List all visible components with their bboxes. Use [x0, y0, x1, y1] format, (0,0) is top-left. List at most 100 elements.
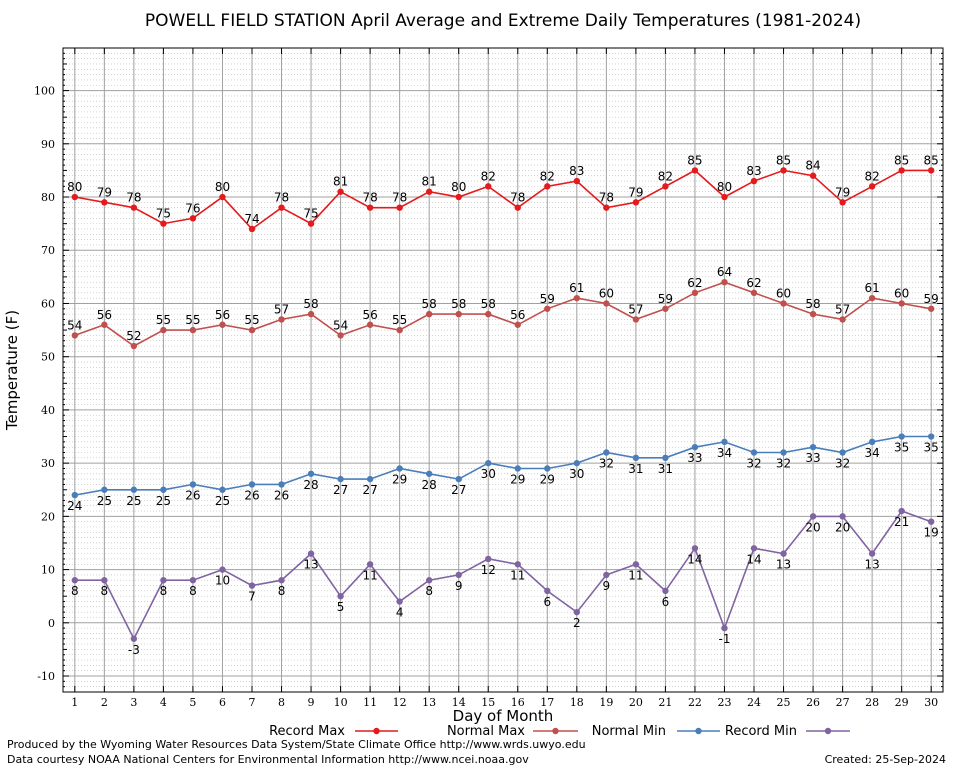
record-max-data-label: 78 — [510, 191, 525, 205]
normal-min-data-label: 32 — [599, 456, 614, 470]
normal-min-point — [898, 433, 905, 440]
record-min-point — [337, 592, 344, 600]
record-max-data-label: 84 — [805, 159, 820, 173]
normal-max-data-label: 58 — [805, 297, 820, 311]
normal-max-data-label: 57 — [835, 302, 850, 316]
normal-min-point — [485, 459, 492, 467]
record-min-data-label: -1 — [718, 632, 730, 646]
normal-max-point — [927, 305, 935, 312]
record-max-point — [248, 225, 256, 233]
normal-max-point — [455, 310, 462, 318]
record-max-data-label: 85 — [687, 153, 702, 167]
normal-min-line — [74, 435, 932, 496]
normal-min-data-label: 28 — [303, 478, 318, 492]
y-axis-label: Temperature (F) — [3, 310, 21, 431]
x-tick-label: 30 — [924, 696, 938, 709]
record-min-data-label: 12 — [481, 563, 496, 577]
normal-max-data-label: 56 — [510, 308, 525, 322]
normal-max-data-label: 57 — [628, 302, 643, 316]
record-min-data-label: 13 — [864, 558, 879, 572]
record-max-point — [544, 183, 551, 190]
normal-min-data-label: 26 — [244, 488, 259, 502]
x-tick-label: 10 — [334, 696, 348, 709]
y-tick-label: 40 — [41, 404, 55, 417]
record-min-data-label: 4 — [396, 606, 404, 620]
normal-max-point — [485, 310, 492, 318]
record-min-data-label: 21 — [894, 515, 909, 529]
normal-min-data-label: 34 — [864, 446, 879, 460]
normal-max-data-label: 56 — [215, 308, 230, 322]
normal-max-data-label: 60 — [894, 286, 909, 300]
record-min-point — [130, 635, 138, 642]
normal-min-point — [248, 481, 256, 488]
normal-max-data-label: 58 — [303, 297, 318, 311]
record-min-point — [71, 577, 79, 584]
legend-marker-normal-min — [695, 727, 702, 735]
record-max-data-label: 74 — [244, 212, 259, 226]
normal-max-point — [721, 278, 728, 286]
normal-min-point — [544, 465, 551, 472]
record-min-point — [307, 550, 315, 557]
record-min-point — [544, 587, 551, 595]
normal-max-data-label: 58 — [481, 297, 496, 311]
normal-min-point — [721, 438, 728, 446]
record-max-data-label: 78 — [362, 191, 377, 205]
normal-max-data-label: 55 — [392, 313, 407, 327]
normal-max-data-label: 59 — [924, 292, 939, 306]
normal-min-data-label: 31 — [658, 462, 673, 476]
y-tick-label: 100 — [34, 85, 55, 98]
normal-max-point — [662, 305, 669, 312]
record-max-point — [485, 183, 492, 190]
record-max-point — [160, 220, 167, 227]
record-min-point — [101, 577, 108, 584]
x-tick-label: 9 — [308, 696, 315, 709]
record-max-data-label: 83 — [746, 164, 761, 178]
record-min-point — [514, 561, 521, 568]
record-min-point — [927, 518, 935, 525]
y-tick-label: 90 — [41, 138, 55, 151]
normal-max-data-label: 56 — [97, 308, 112, 322]
normal-max-data-label: 61 — [864, 281, 879, 295]
x-tick-label: 28 — [865, 696, 879, 709]
normal-max-point — [71, 332, 79, 339]
normal-min-data-label: 25 — [97, 494, 112, 508]
footer-data-courtesy: Data courtesy NOAA National Centers for … — [7, 753, 529, 766]
normal-max-data-label: 64 — [717, 265, 732, 279]
normal-min-data-label: 27 — [451, 483, 466, 497]
record-max-point — [455, 193, 462, 201]
record-max-data-label: 78 — [274, 191, 289, 205]
normal-min-data-label: 35 — [924, 441, 939, 455]
footer-produced-by: Produced by the Wyoming Water Resources … — [7, 738, 586, 751]
record-max-point — [573, 177, 581, 185]
record-min-data-label: 11 — [628, 568, 643, 582]
normal-max-point — [544, 305, 551, 312]
record-max-data-label: 85 — [924, 153, 939, 167]
normal-min-data-label: 30 — [569, 467, 584, 481]
normal-max-data-label: 59 — [658, 292, 673, 306]
series-normal-max: 54 56 52 55 55 56 55 57 58 54 56 55 58 58 58 56 59 61 60 57… — [67, 265, 939, 350]
normal-min-point — [160, 486, 167, 493]
normal-min-point — [307, 470, 315, 477]
normal-max-data-label: 60 — [599, 286, 614, 300]
normal-min-point — [839, 449, 846, 456]
record-min-data-label: -3 — [128, 643, 140, 657]
record-max-point — [868, 183, 876, 190]
legend-label-normal-min: Normal Min — [592, 724, 666, 739]
y-tick-label: 20 — [41, 510, 55, 523]
normal-min-data-label: 29 — [510, 472, 525, 486]
x-tick-label: 20 — [629, 696, 643, 709]
normal-max-point — [632, 316, 640, 323]
normal-min-point — [809, 443, 817, 451]
normal-min-point — [366, 475, 374, 483]
normal-max-point — [219, 321, 226, 328]
normal-max-point — [396, 326, 403, 334]
footer-created: Created: 25-Sep-2024 — [825, 753, 946, 766]
normal-max-data-label: 55 — [156, 313, 171, 327]
normal-max-point — [780, 300, 787, 307]
x-tick-label: 17 — [540, 696, 554, 709]
normal-max-point — [101, 321, 108, 328]
x-tick-label: 22 — [688, 696, 702, 709]
record-min-data-label: 6 — [662, 595, 670, 609]
record-min-point — [721, 624, 728, 632]
y-tick-label: 10 — [41, 564, 55, 577]
